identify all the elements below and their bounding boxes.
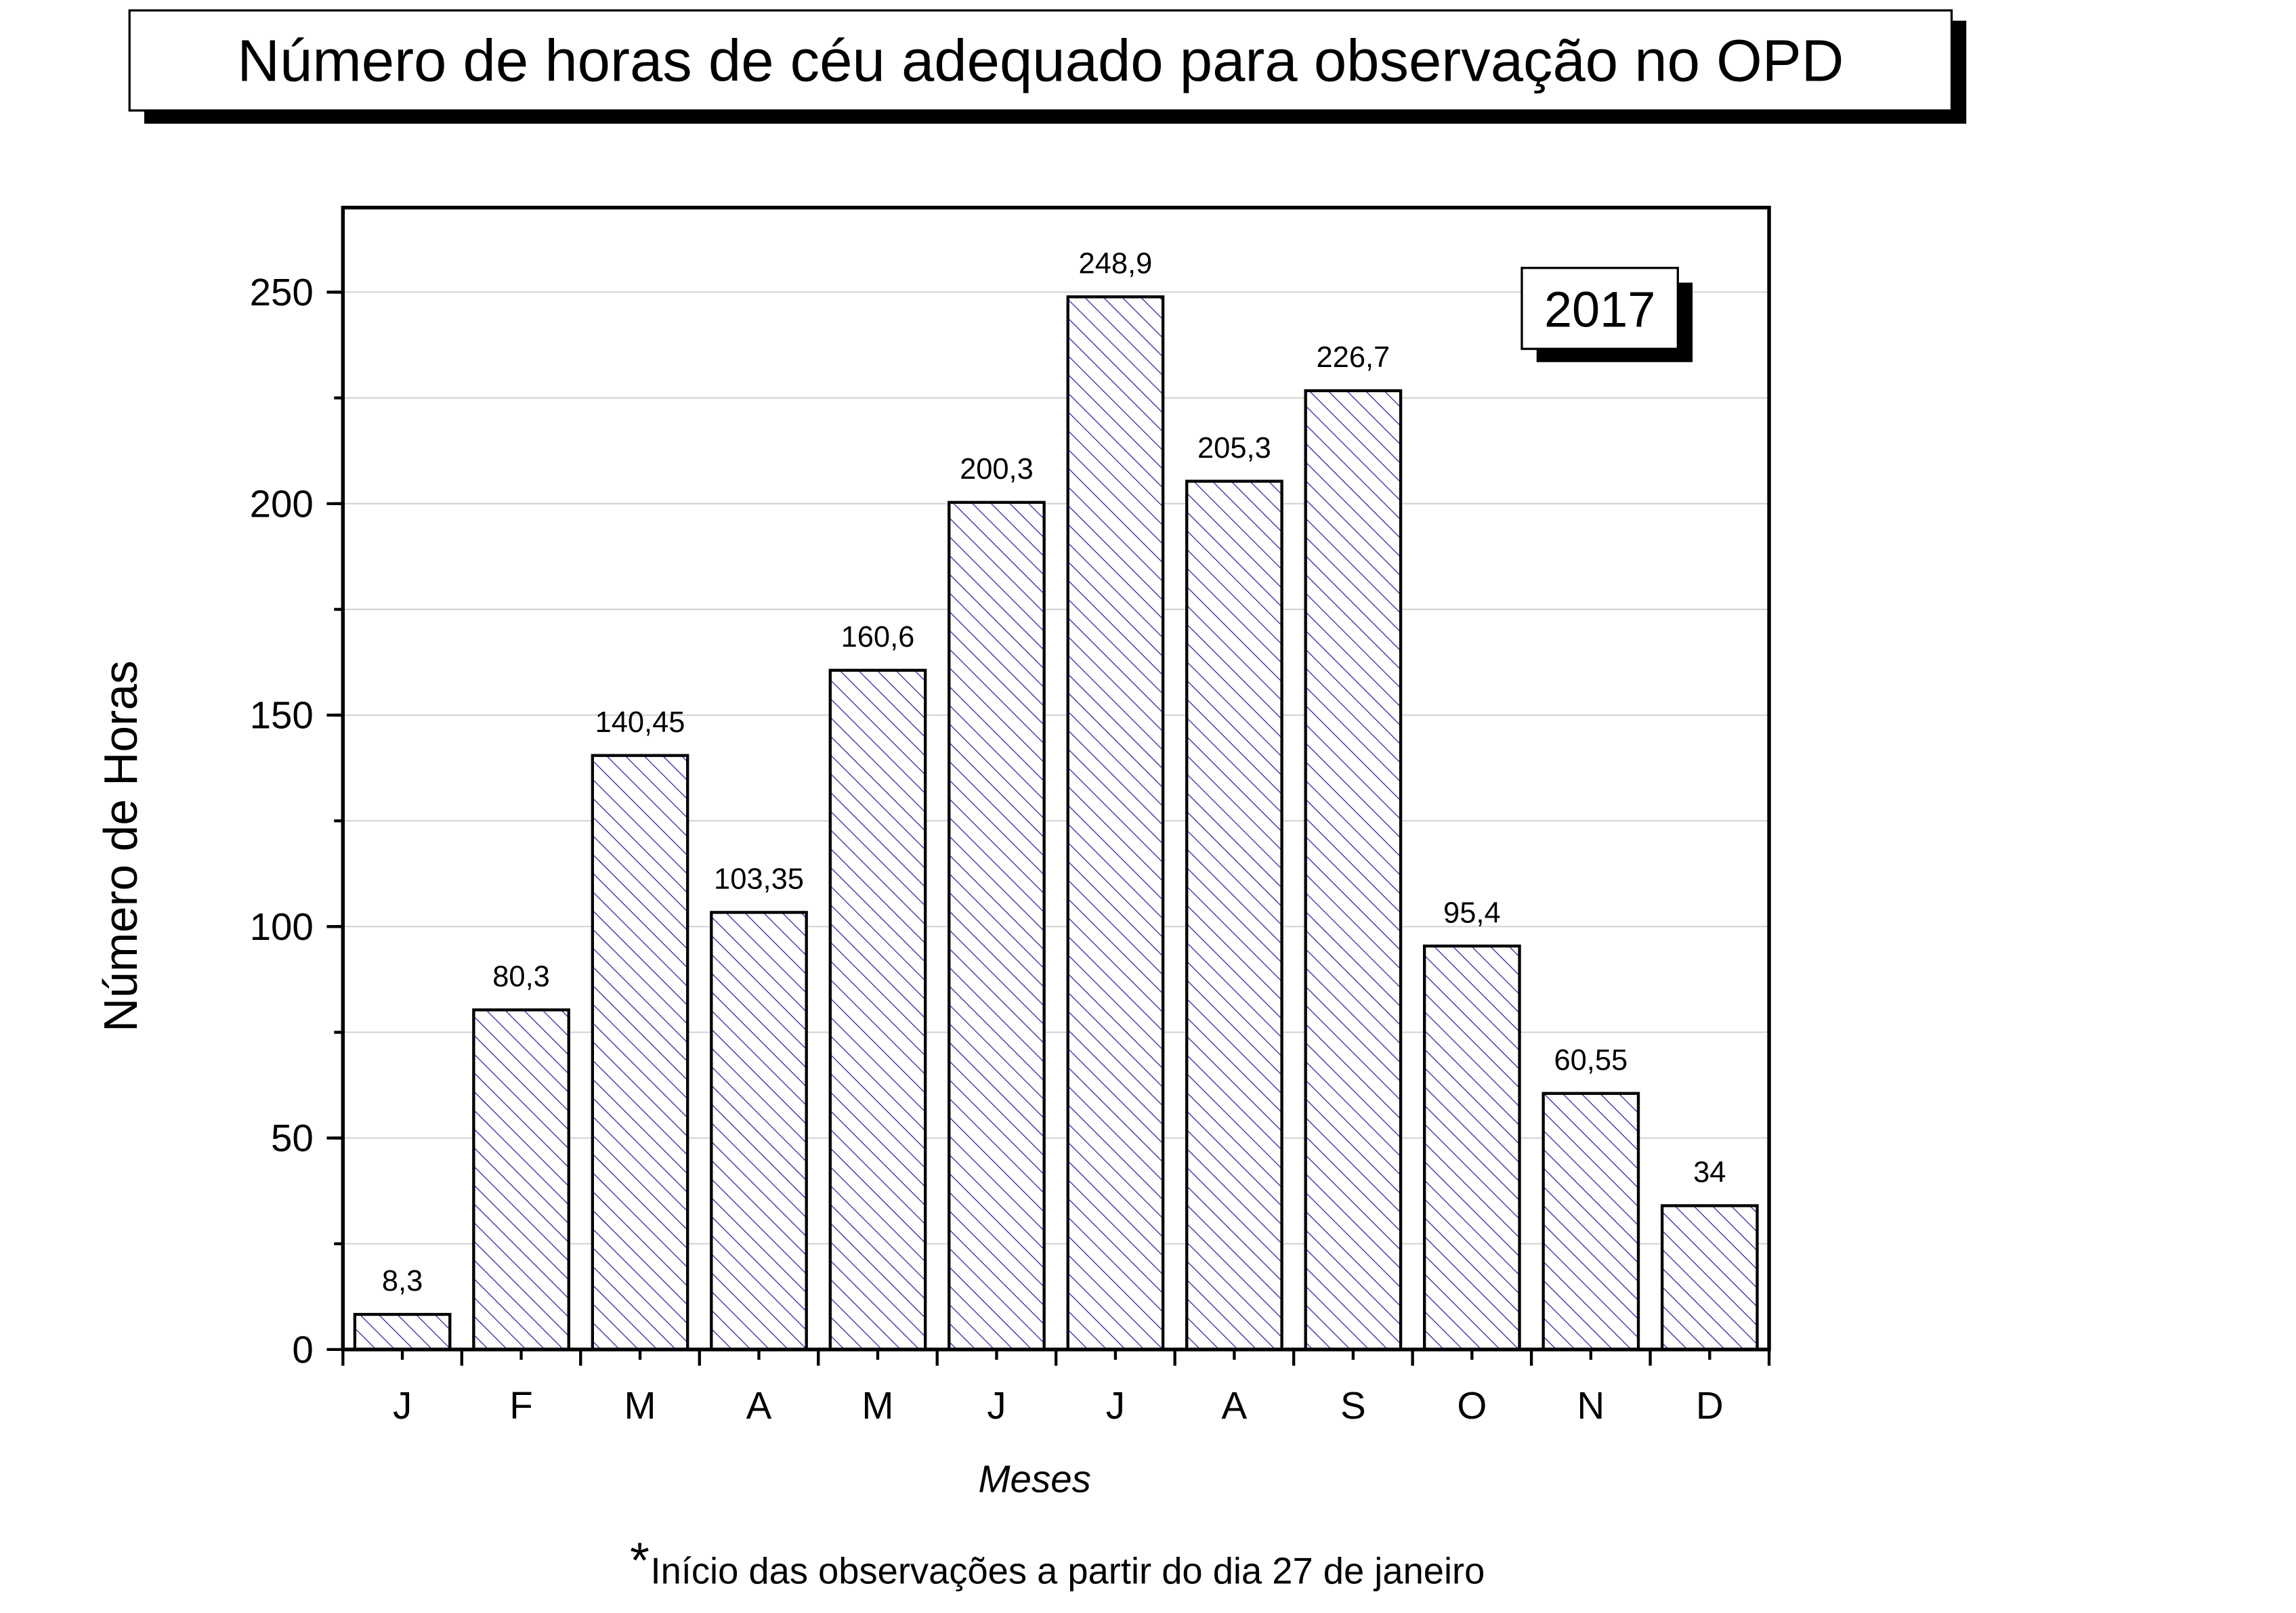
x-tick-label: J xyxy=(1106,1384,1125,1427)
bar xyxy=(1660,1204,1759,1352)
chart-title: Número de horas de céu adequado para obs… xyxy=(237,28,1844,94)
x-tick-label: S xyxy=(1340,1384,1366,1427)
bar-value-label: 34 xyxy=(1693,1157,1726,1189)
y-axis-title: Número de Horas xyxy=(94,660,147,1032)
x-tick-label: A xyxy=(746,1384,772,1427)
x-tick-label: J xyxy=(393,1384,412,1427)
plot-area: 8,3 80,3 140,45 103,35 160,6 200,3 248,9 205,3 2… xyxy=(250,205,1771,1427)
bar-value-label: 205,3 xyxy=(1197,432,1271,465)
y-tick-label: 0 xyxy=(292,1328,313,1371)
bar-value-label: 80,3 xyxy=(492,961,550,993)
value-labels: 8,3 80,3 140,45 103,35 160,6 200,3 248,9 205,3 2… xyxy=(382,248,1726,1298)
bar-value-label: 226,7 xyxy=(1316,341,1390,374)
bar xyxy=(710,911,808,1352)
year-badge: 2017 xyxy=(1521,267,1693,362)
bar-value-label: 60,55 xyxy=(1554,1044,1628,1077)
y-tick-label: 150 xyxy=(250,694,314,737)
title-frame xyxy=(128,9,1953,112)
bars xyxy=(353,295,1759,1352)
bar-value-label: 248,9 xyxy=(1079,248,1153,280)
x-axis-title: Meses xyxy=(978,1458,1090,1501)
bar-value-label: 95,4 xyxy=(1443,897,1501,929)
y-tick-label: 200 xyxy=(250,482,314,525)
x-tick-label: M xyxy=(862,1384,893,1427)
bar-value-label: 160,6 xyxy=(841,621,915,653)
x-tick-label: N xyxy=(1577,1384,1604,1427)
y-tick-label: 250 xyxy=(250,271,314,314)
bar-value-label: 200,3 xyxy=(960,453,1034,486)
gridlines xyxy=(343,291,1770,1245)
x-tick-label: A xyxy=(1222,1384,1248,1427)
bar xyxy=(1542,1092,1640,1352)
bar-value-label: 140,45 xyxy=(595,706,685,739)
bar xyxy=(948,500,1046,1352)
x-tick-label: O xyxy=(1457,1384,1487,1427)
bar xyxy=(591,754,689,1352)
x-tick-label: M xyxy=(624,1384,656,1427)
bar xyxy=(1304,389,1403,1352)
x-tick-label: J xyxy=(987,1384,1006,1427)
year-badge-frame xyxy=(1521,267,1679,350)
bar xyxy=(1422,944,1521,1352)
x-tick-label: F xyxy=(509,1384,533,1427)
bar-value-label: 8,3 xyxy=(382,1265,423,1297)
y-tick-label: 50 xyxy=(271,1117,314,1159)
bar xyxy=(828,668,927,1352)
footnote: * Início das observações a partir do dia… xyxy=(630,1532,1485,1592)
bar-value-label: 103,35 xyxy=(714,863,804,896)
x-tick-label: D xyxy=(1696,1384,1724,1427)
title-box: Número de horas de céu adequado para obs… xyxy=(128,9,1967,124)
year-badge-label: 2017 xyxy=(1544,282,1655,338)
footnote-text: Início das observações a partir do dia 2… xyxy=(651,1550,1485,1591)
y-axis: 0 50 100 150 200 250 xyxy=(250,271,343,1371)
bar xyxy=(1185,479,1283,1352)
bar xyxy=(1066,295,1165,1352)
bar xyxy=(472,1008,570,1352)
bar xyxy=(353,1312,452,1352)
y-tick-label: 100 xyxy=(250,905,314,948)
footnote-asterisk: * xyxy=(630,1532,650,1589)
